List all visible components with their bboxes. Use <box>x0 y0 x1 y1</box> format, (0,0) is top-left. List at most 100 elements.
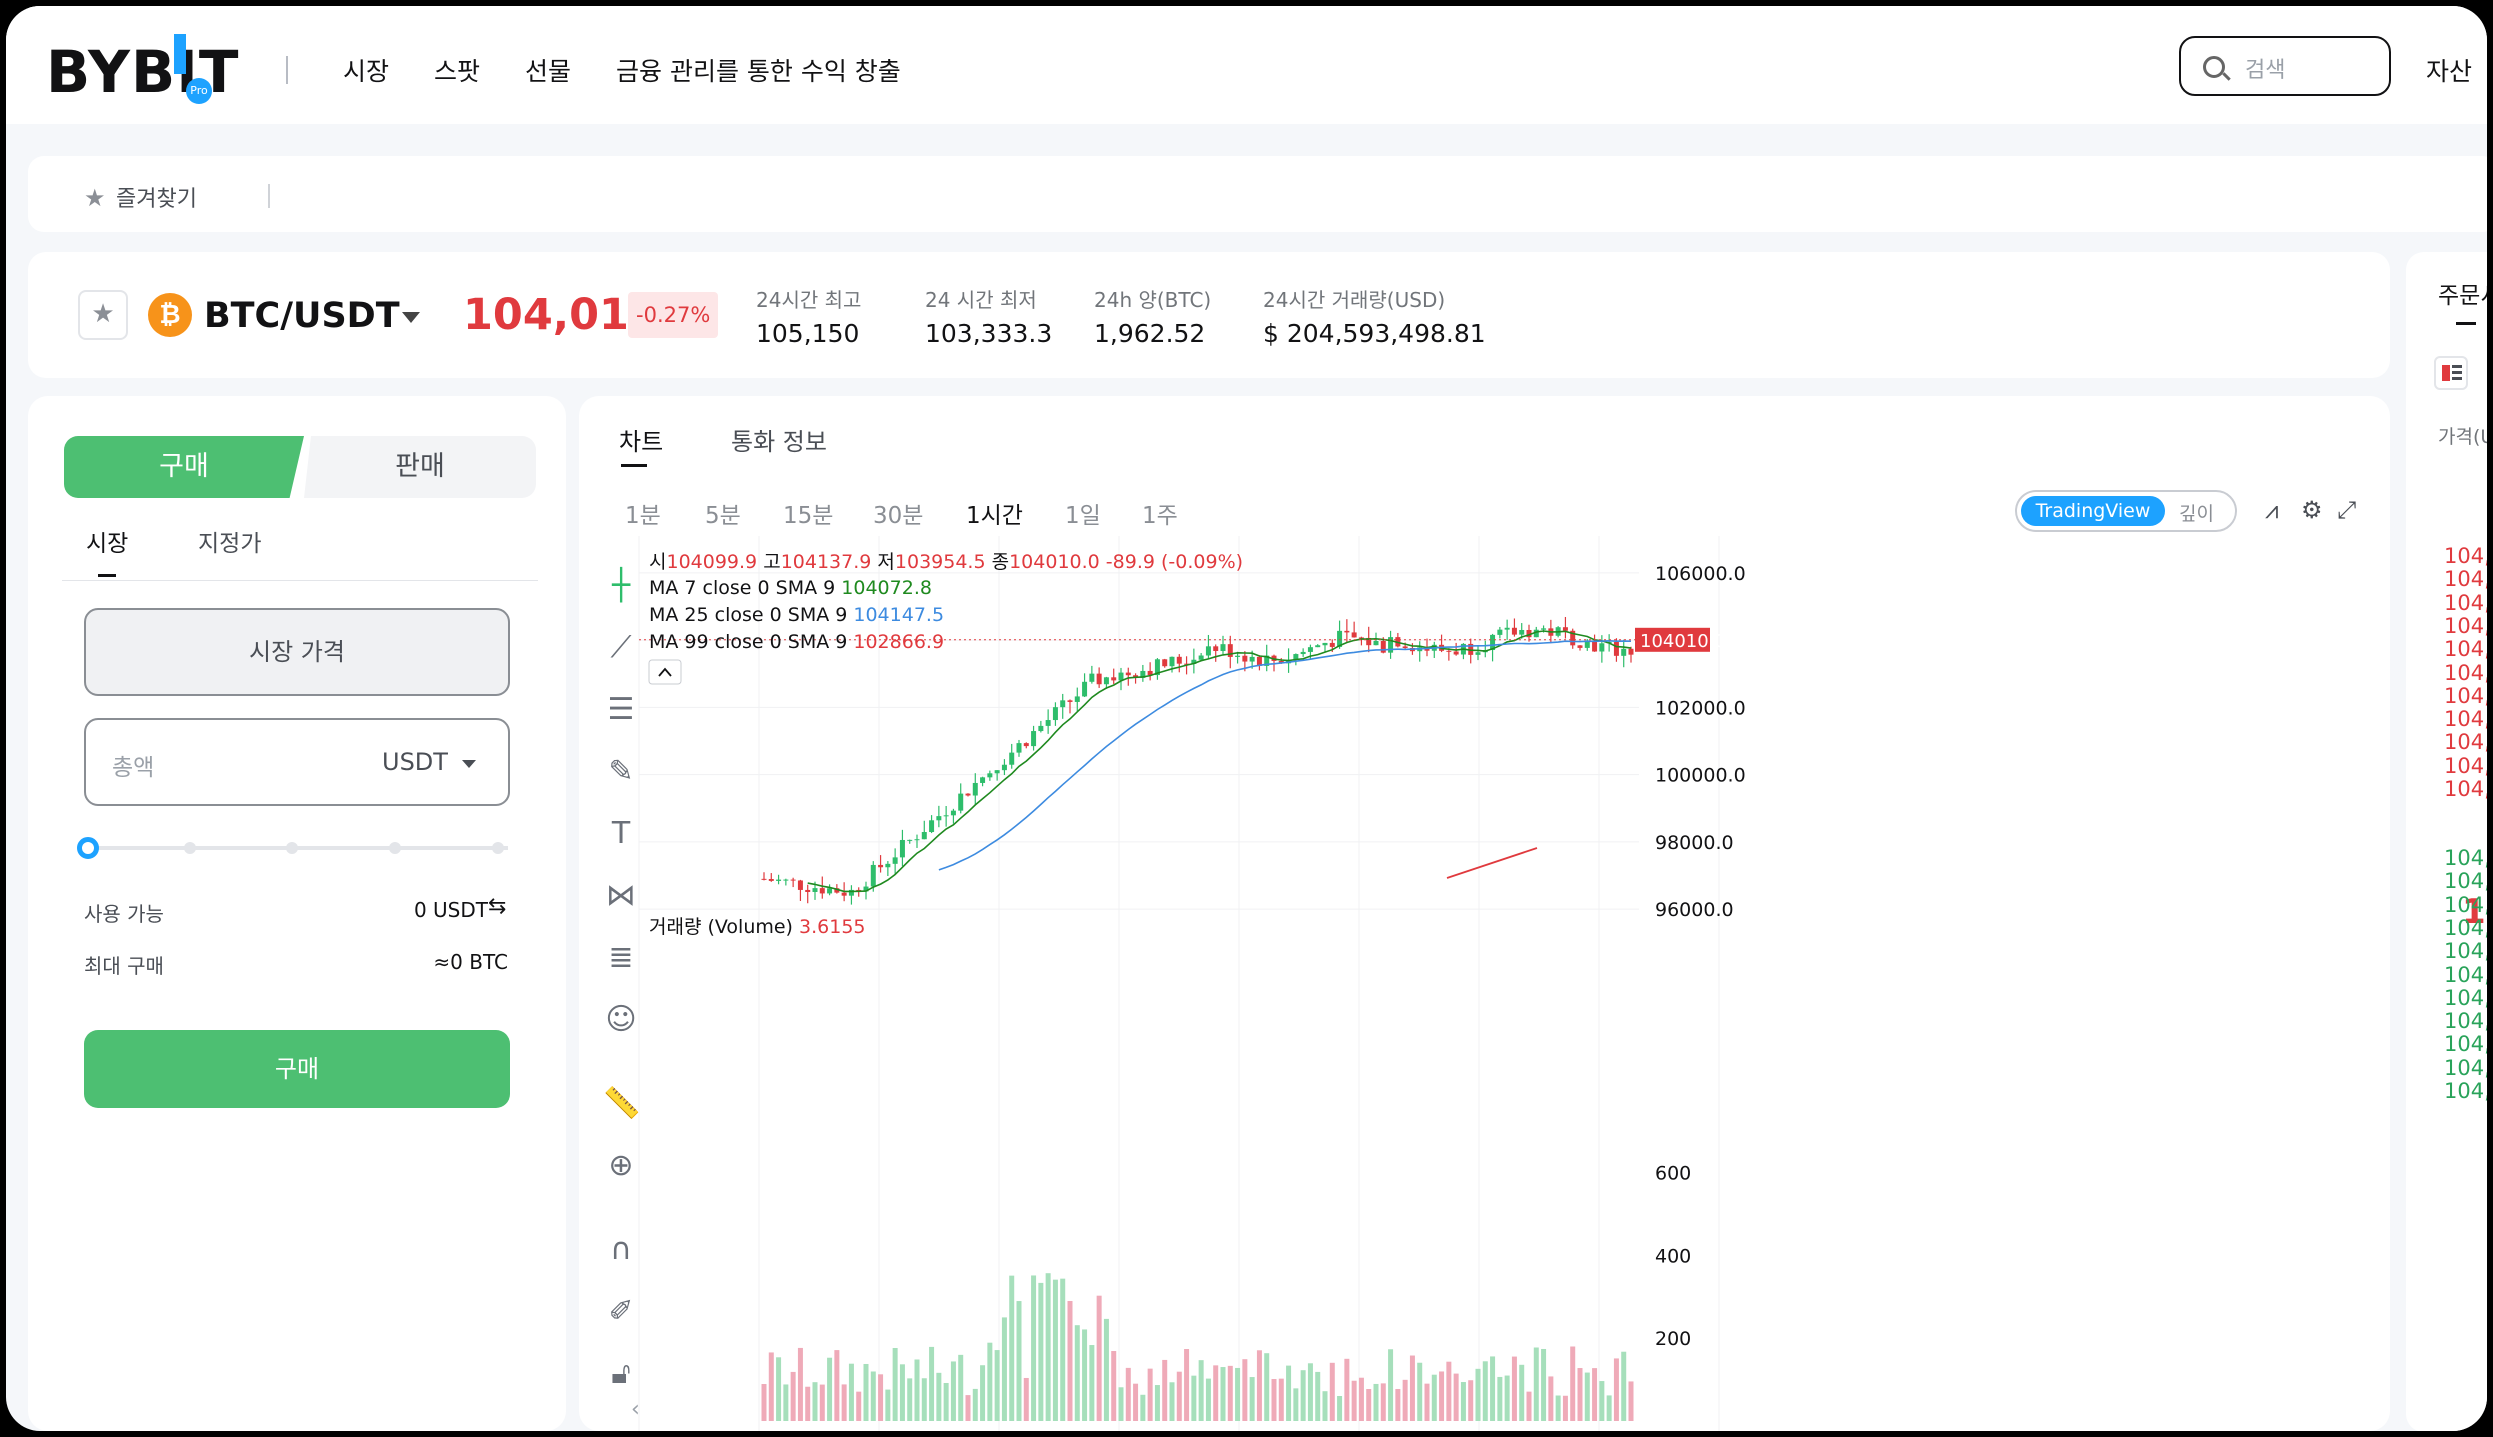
gear-icon[interactable]: ⚙ <box>2301 496 2323 524</box>
collapse-legend-button[interactable] <box>648 659 682 685</box>
orderbook-title[interactable]: 주문서 <box>2438 283 2487 309</box>
max-buy-label: 최대 구매 <box>84 954 164 978</box>
slider-handle[interactable] <box>77 837 99 859</box>
nav-item-market[interactable]: 시장 <box>343 57 390 86</box>
orderbook-ask-row[interactable]: 104,0 <box>2444 753 2487 778</box>
search-box[interactable]: 검색 <box>2179 36 2391 96</box>
buy-tab[interactable]: 구매 <box>64 436 304 498</box>
volume-bar <box>936 1372 942 1421</box>
market-price-field[interactable]: 시장 가격 <box>84 608 510 696</box>
lock-icon[interactable]: 🔓︎ <box>611 1356 631 1391</box>
order-type-market[interactable]: 시장 <box>86 531 129 557</box>
volume-bar <box>1009 1275 1015 1421</box>
fullscreen-icon[interactable]: ⤢ <box>2337 496 2357 524</box>
timeframe-15m[interactable]: 15분 <box>783 503 834 529</box>
volume-bar <box>1402 1379 1408 1421</box>
timeframe-5m[interactable]: 5분 <box>705 503 741 529</box>
orderbook-ask-row[interactable]: 104,0 <box>2444 777 2487 801</box>
text-tool-icon[interactable]: T <box>611 816 631 851</box>
volume-bar <box>1264 1353 1270 1421</box>
volume-bar <box>921 1378 927 1421</box>
price-axis-label: 102000.0 <box>1655 697 1746 719</box>
view-toggle[interactable]: TradingView 깊이 <box>2015 490 2237 532</box>
volume-bar <box>1562 1395 1568 1421</box>
favorites-label[interactable]: 즐겨찾기 <box>116 187 197 212</box>
fib-icon[interactable]: ≣ <box>608 940 634 975</box>
tab-coin-info[interactable]: 통화 정보 <box>731 428 827 456</box>
timeframe-1w[interactable]: 1주 <box>1142 503 1178 529</box>
chevron-down-icon[interactable] <box>462 760 476 768</box>
orderbook-bid-row[interactable]: 104,0 <box>2444 939 2487 964</box>
volume-bar <box>819 1384 825 1421</box>
chevron-down-icon[interactable] <box>402 312 420 323</box>
volume-bar <box>1315 1371 1321 1421</box>
tradingview-option[interactable]: TradingView <box>2021 496 2165 526</box>
order-type-limit[interactable]: 지정가 <box>198 531 262 557</box>
orderbook-ask-row[interactable]: 104,0 <box>2444 660 2487 685</box>
orderbook-ask-row[interactable]: 104,0 <box>2444 544 2487 568</box>
horizontal-lines-icon[interactable]: ☰ <box>607 692 635 727</box>
orderbook-layout-icon[interactable] <box>2434 356 2468 390</box>
price-chart[interactable]: 106000.0 102000.0 100000.0 98000.0 96000.0 10… <box>579 536 2390 1431</box>
tab-chart[interactable]: 차트 <box>619 428 664 456</box>
orderbook-ask-row[interactable]: 104,0 <box>2444 683 2487 708</box>
brush-icon[interactable]: ✎ <box>608 754 634 789</box>
candle <box>761 878 767 880</box>
orderbook-bid-row[interactable]: 104,0 <box>2444 869 2487 894</box>
orderbook-ask-row[interactable]: 104,0 <box>2444 567 2487 592</box>
orderbook-bid-row[interactable]: 104,0 <box>2444 1032 2487 1057</box>
favorite-star-button[interactable]: ★ <box>78 290 128 340</box>
candle <box>1402 646 1408 649</box>
orderbook-ask-row[interactable]: 104,0 <box>2444 707 2487 732</box>
volume-bar <box>1395 1388 1401 1421</box>
orderbook-ask-row[interactable]: 104,0 <box>2444 590 2487 615</box>
available-value: 0 USDT <box>413 898 488 922</box>
orderbook-ask-row[interactable]: 104,0 <box>2444 637 2487 662</box>
orderbook-bid-row[interactable]: 104,0 <box>2444 985 2487 1010</box>
volume-axis-label: 400 <box>1655 1245 1691 1267</box>
orderbook-ask-row[interactable]: 104,0 <box>2444 613 2487 638</box>
orderbook-bid-row[interactable]: 104,0 <box>2444 962 2487 987</box>
ruler-icon[interactable]: 📏 <box>603 1086 641 1121</box>
orderbook-bid-row[interactable]: 104,0 <box>2444 1009 2487 1034</box>
indicators-icon[interactable]: ⩘ <box>2265 496 2279 524</box>
ticker-bar: ★ ₿ BTC/USDT 104,010 -0.27% 24시간 최고 105,… <box>28 252 2390 378</box>
crosshair-icon[interactable]: ┼ <box>611 568 631 603</box>
pattern-icon[interactable]: ⋈ <box>606 878 636 913</box>
orderbook-bid-row[interactable]: 104,0 <box>2444 915 2487 940</box>
timeframe-1m[interactable]: 1분 <box>625 503 661 529</box>
candle <box>878 864 884 868</box>
pair-name[interactable]: BTC/USDT <box>204 296 400 336</box>
ma99-line <box>1446 847 1538 879</box>
magnet-icon[interactable]: ∩ <box>610 1232 632 1267</box>
total-unit-select[interactable]: USDT <box>382 748 448 776</box>
timeframe-30m[interactable]: 30분 <box>873 503 924 529</box>
orderbook-ask-row[interactable]: 104,0 <box>2444 730 2487 755</box>
orderbook-bid-row[interactable]: 104,0 <box>2444 892 2487 917</box>
timeframe-1h[interactable]: 1시간 <box>966 503 1023 529</box>
candle <box>783 879 789 881</box>
nav-item-futures[interactable]: 선물 <box>525 57 572 86</box>
sell-tab[interactable]: 판매 <box>304 436 536 498</box>
emoji-icon[interactable]: ☺ <box>605 1002 637 1037</box>
nav-item-assets[interactable]: 자산 <box>2426 57 2473 86</box>
nav-item-earn[interactable]: 금융 관리를 통한 수익 창출 <box>616 57 901 86</box>
trend-line-icon[interactable]: ⟋ <box>610 630 632 665</box>
bybit-logo[interactable]: BYBIT Pro <box>46 34 238 106</box>
chevron-up-icon[interactable] <box>658 667 672 677</box>
timeframe-1d[interactable]: 1일 <box>1065 503 1101 529</box>
volume-bar <box>1497 1376 1503 1421</box>
amount-slider[interactable] <box>77 837 508 859</box>
candle <box>980 777 986 783</box>
volume-bar <box>1329 1362 1335 1421</box>
total-amount-field[interactable]: 총액 USDT <box>84 718 510 806</box>
orderbook-bid-row[interactable]: 104,0 <box>2444 1079 2487 1103</box>
orderbook-bid-row[interactable]: 104,0 <box>2444 846 2487 870</box>
buy-button[interactable]: 구매 <box>84 1030 510 1108</box>
swap-icon[interactable]: ⇆ <box>488 894 507 919</box>
nav-item-spot[interactable]: 스팟 <box>434 57 481 86</box>
lock-drawing-icon[interactable]: ✐ <box>608 1294 634 1329</box>
depth-option[interactable]: 깊이 <box>2179 503 2214 525</box>
zoom-in-icon[interactable]: ⊕ <box>608 1148 634 1183</box>
orderbook-bid-row[interactable]: 104,0 <box>2444 1055 2487 1080</box>
